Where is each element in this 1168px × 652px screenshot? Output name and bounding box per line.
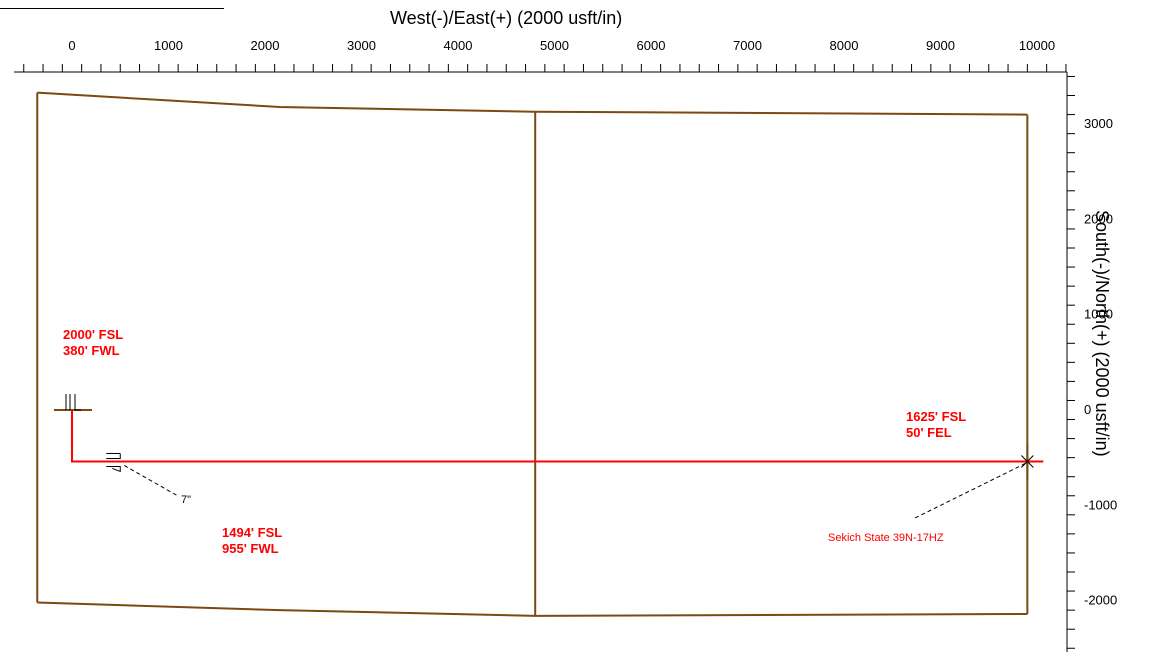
x-axis-title: West(-)/East(+) (2000 usft/in) — [390, 8, 623, 28]
y-tick-label: -1000 — [1084, 497, 1117, 512]
y-tick-label: 1000 — [1084, 307, 1113, 322]
x-tick-label: 6000 — [637, 38, 666, 53]
bottom-fsl-text: 1625' FSL — [906, 409, 967, 424]
section-line — [37, 601, 1028, 617]
x-tick-label: 3000 — [347, 38, 376, 53]
x-tick-label: 7000 — [733, 38, 762, 53]
bottom-fel-text: 50' FEL — [906, 425, 952, 440]
x-tick-label: 2000 — [251, 38, 280, 53]
x-tick-label: 5000 — [540, 38, 569, 53]
casing-leader-line — [124, 465, 179, 497]
landing-fwl-text: 955' FWL — [222, 541, 279, 556]
y-axis: 3000 2000 1000 0 -1000 -2000 — [1066, 72, 1117, 652]
y-tick-label: 3000 — [1084, 116, 1113, 131]
surface-marker-flag — [74, 394, 81, 411]
surface-location-label: 2000' FSL 380' FWL — [63, 327, 123, 359]
x-tick-label: 9000 — [926, 38, 955, 53]
y-tick-label: -2000 — [1084, 593, 1117, 608]
landing-fsl-text: 1494' FSL — [222, 525, 283, 540]
x-tick-label: 0 — [68, 38, 75, 53]
x-tick-label: 8000 — [830, 38, 859, 53]
casing-marker-flag — [106, 453, 121, 459]
bottom-hole-label: 1625' FSL 50' FEL — [906, 409, 966, 441]
y-tick-label: 2000 — [1084, 211, 1113, 226]
x-tick-label: 1000 — [154, 38, 183, 53]
section-lines — [36, 91, 1029, 617]
well-name-leader-line — [914, 463, 1026, 519]
y-axis-title: South(-)/North(+) (2000 usft/in) — [1092, 210, 1112, 457]
surface-fsl-text: 2000' FSL — [63, 327, 124, 342]
y-tick-label: 0 — [1084, 402, 1091, 417]
landing-point-label: 1494' FSL 955' FWL — [222, 525, 282, 557]
x-tick-label: 4000 — [444, 38, 473, 53]
well-path-line — [71, 410, 1028, 463]
well-name-label: Sekich State 39N-17HZ — [828, 532, 944, 544]
section-line — [37, 91, 1028, 116]
legend-stub-line — [0, 0, 224, 9]
surface-fwl-text: 380' FWL — [63, 343, 120, 358]
casing-size-label: 7" — [181, 494, 192, 506]
x-axis: 0 1000 2000 3000 4000 5000 6000 7000 8000 9000 100… — [14, 38, 1067, 73]
x-tick-label: 10000 — [1019, 38, 1055, 53]
well-path-group — [54, 394, 1044, 519]
casing-marker-flag — [106, 465, 121, 473]
bottom-hole-cross — [1020, 455, 1034, 468]
